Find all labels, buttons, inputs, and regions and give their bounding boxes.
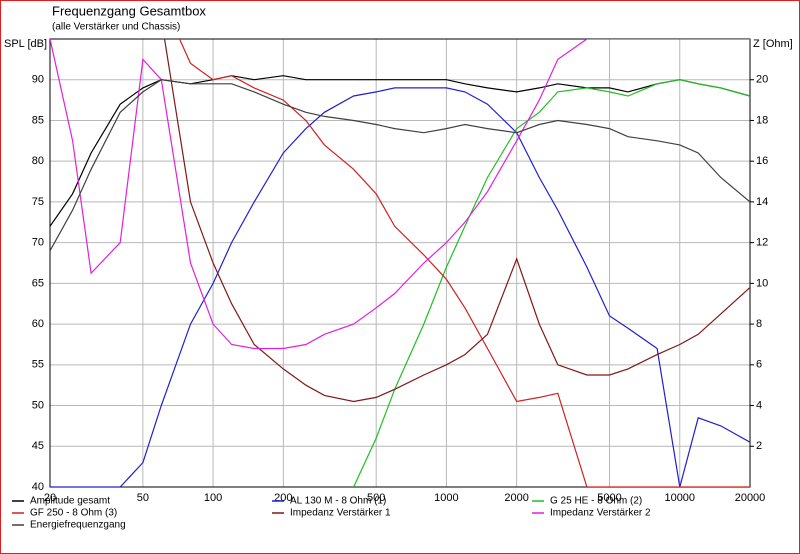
legend-label: AL 130 M - 8 Ohm (1) <box>290 496 386 507</box>
y-tick-label: 65 <box>32 277 44 289</box>
series-line <box>50 87 750 487</box>
legend-label: Impedanz Verstärker 2 <box>550 508 651 519</box>
legend-label: Impedanz Verstärker 1 <box>290 508 391 519</box>
series-line <box>163 39 750 403</box>
x-tick-label: 20000 <box>735 492 766 504</box>
legend-label: Amplitude gesamt <box>30 496 110 507</box>
x-tick-label: 5000 <box>597 492 621 504</box>
y-tick-label: 55 <box>32 359 44 371</box>
x-tick-label: 1000 <box>434 492 458 504</box>
chart-title: Frequenzgang Gesamtbox <box>52 3 206 18</box>
plot-area <box>50 39 750 487</box>
series-line <box>50 79 750 252</box>
y2-tick-label: 10 <box>756 277 768 289</box>
x-tick-label: 50 <box>137 492 149 504</box>
legend-label: G 25 HE - 8 Ohm (2) <box>550 496 642 507</box>
y2-tick-label: 18 <box>756 114 768 126</box>
y2-tick-label: 4 <box>756 399 762 411</box>
legend-label: Energiefrequenzgang <box>30 520 126 531</box>
y2-tick-label: 6 <box>756 359 762 371</box>
y2-tick-label: 20 <box>756 74 768 86</box>
y-tick-label: 90 <box>32 74 44 86</box>
y2-axis-label: Z [Ohm] <box>753 38 793 50</box>
y2-tick-label: 12 <box>756 237 768 249</box>
y-axis-label: SPL [dB] <box>4 38 47 50</box>
y-tick-label: 45 <box>32 440 44 452</box>
y2-tick-label: 16 <box>756 155 768 167</box>
y-tick-label: 40 <box>32 481 44 493</box>
y2-tick-label: 8 <box>756 318 762 330</box>
x-tick-label: 10000 <box>664 492 695 504</box>
legend-label: GF 250 - 8 Ohm (3) <box>30 508 117 519</box>
y2-tick-label: 2 <box>756 440 762 452</box>
x-tick-label: 500 <box>367 492 385 504</box>
y-tick-label: 70 <box>32 237 44 249</box>
y-tick-label: 60 <box>32 318 44 330</box>
plot-border <box>49 38 751 488</box>
y-tick-label: 75 <box>32 196 44 208</box>
series-line <box>178 39 750 487</box>
y-tick-label: 85 <box>32 114 44 126</box>
x-tick-label: 20 <box>44 492 56 504</box>
y-tick-label: 80 <box>32 155 44 167</box>
y-tick-label: 50 <box>32 399 44 411</box>
series-line <box>353 79 750 487</box>
chart-subtitle: (alle Verstärker und Chassis) <box>52 22 180 33</box>
y2-tick-label: 14 <box>756 196 768 208</box>
x-tick-label: 2000 <box>504 492 528 504</box>
x-tick-label: 100 <box>204 492 222 504</box>
